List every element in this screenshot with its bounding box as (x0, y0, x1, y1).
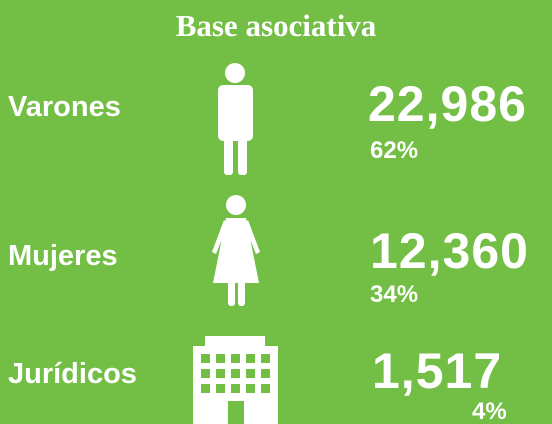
row-percent: 34% (370, 281, 419, 308)
row-value: 12,360 (370, 223, 529, 279)
building-icon (193, 336, 278, 424)
row-label: Jurídicos (8, 358, 137, 390)
row-percent: 4% (472, 398, 507, 424)
row-label: Varones (8, 91, 121, 123)
title: Base asociativa (175, 8, 377, 43)
row-label: Mujeres (8, 240, 118, 272)
woman-icon (212, 195, 260, 306)
row-value: 22,986 (368, 76, 527, 132)
row-value: 1,517 (372, 343, 503, 399)
row-percent: 62% (370, 137, 419, 164)
man-icon (218, 63, 253, 175)
